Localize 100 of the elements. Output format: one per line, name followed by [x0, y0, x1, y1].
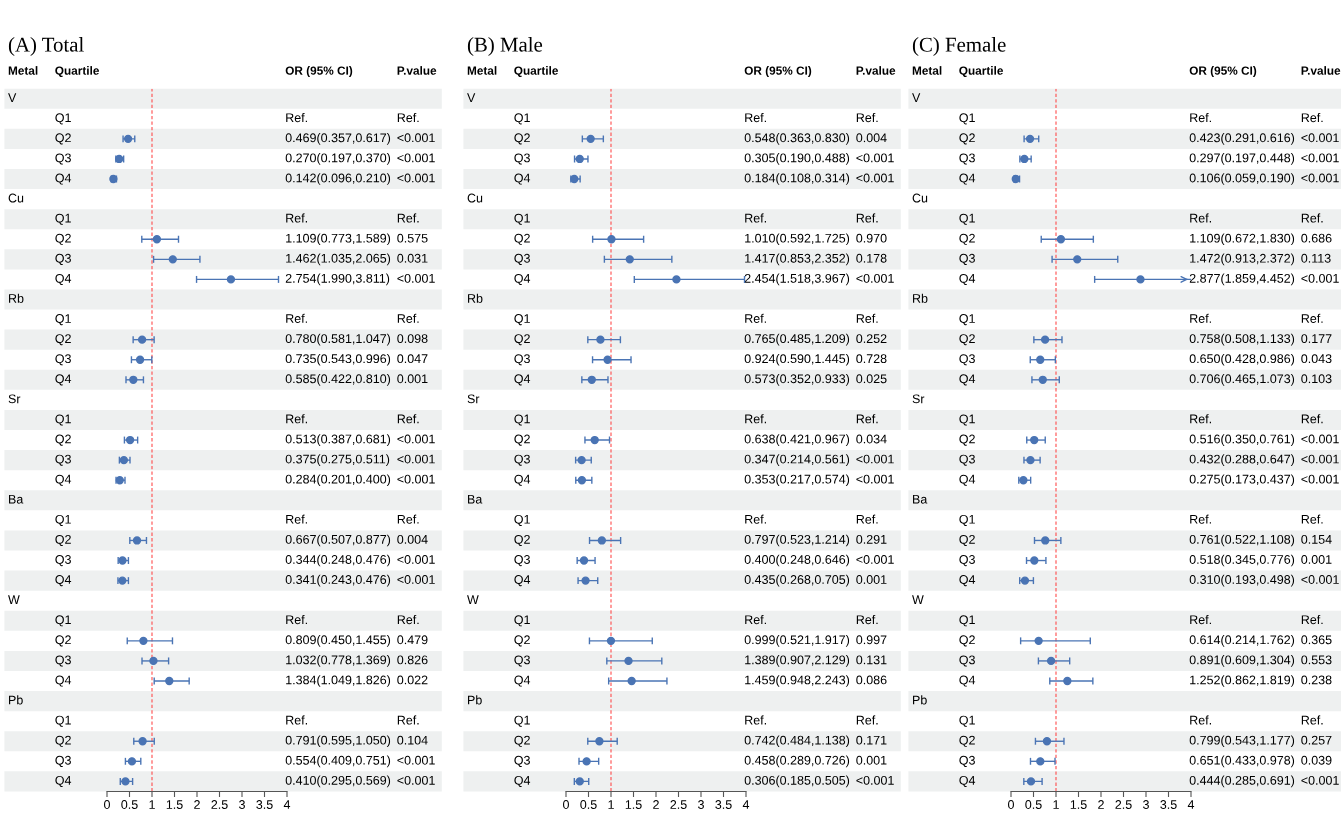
y-tick-label: Q1: [514, 715, 530, 727]
y2-tick-label: <0.001: [397, 133, 435, 143]
y2-tick-label: Ref.: [856, 313, 878, 323]
y-tick-label: Q4: [514, 374, 531, 386]
y-tick-label: Q1: [514, 314, 530, 326]
data-label: 0.614(0.214,1.762): [1189, 635, 1295, 647]
y2-tick-label: Ref.: [397, 414, 419, 424]
y2-tick-label: 0.131: [856, 655, 887, 665]
text: OR (95% CI): [744, 66, 812, 78]
x-tick-label: 0: [563, 800, 569, 809]
point: [135, 355, 145, 364]
data-label: 0.809(0.450,1.455): [285, 635, 391, 647]
data-label: 0.142(0.096,0.210): [285, 173, 391, 185]
point: [590, 435, 599, 445]
point: [1036, 757, 1045, 766]
y2-tick-label: <0.001: [1301, 273, 1339, 283]
y2-tick-label: 0.004: [856, 133, 887, 143]
y-tick-label: Q3: [514, 153, 530, 165]
point: [152, 235, 162, 244]
point: [1041, 536, 1050, 545]
x-tick-label: 2: [653, 800, 659, 809]
point: [575, 777, 584, 786]
y2-tick-label: 0.970: [856, 233, 887, 243]
y-tick-label: Q2: [959, 233, 975, 245]
x-tick-label: 1.5: [166, 800, 183, 809]
point: [137, 335, 147, 344]
y-tick-label: Q1: [959, 113, 975, 125]
data-label: 0.791(0.595,1.050): [285, 735, 391, 748]
x-tick-label: 3: [1143, 800, 1149, 809]
y2-tick-label: <0.001: [1301, 775, 1339, 785]
data-label: 0.742(0.484,1.138): [744, 735, 850, 748]
text: Ba: [913, 494, 928, 504]
y-tick-label: Q3: [55, 555, 71, 567]
y2-tick-label: Ref.: [1301, 614, 1323, 625]
data-label: 0.347(0.214,0.561): [744, 454, 850, 466]
y2-tick-label: <0.001: [397, 434, 435, 444]
y-tick-label: Q2: [55, 334, 71, 346]
y2-tick-label: 0.025: [856, 374, 887, 384]
y2-tick-label: <0.001: [856, 153, 894, 163]
y2-tick-label: <0.001: [397, 173, 435, 183]
text: Ba: [9, 494, 24, 504]
text: Pb: [468, 695, 482, 705]
y2-tick-label: Ref.: [1301, 213, 1323, 223]
point: [139, 636, 148, 646]
y2-tick-label: <0.001: [1301, 434, 1339, 444]
data-label: 2.454(1.518,3.967): [744, 273, 850, 286]
point: [1040, 335, 1050, 344]
text: Cu: [8, 193, 24, 203]
y2-tick-label: 0.001: [397, 374, 428, 384]
y2-tick-label: <0.001: [856, 775, 894, 785]
y2-tick-label: 0.001: [1301, 555, 1332, 564]
point: [1046, 656, 1056, 666]
y2-tick-label: <0.001: [856, 555, 894, 564]
text: V: [8, 93, 17, 102]
point: [597, 536, 607, 545]
y-tick-label: Q2: [514, 735, 530, 747]
y-tick-label: Q2: [55, 133, 71, 145]
y2-tick-label: <0.001: [397, 474, 435, 484]
data-label: 1.010(0.592,1.725): [745, 233, 850, 246]
text: P.value: [397, 66, 437, 75]
y2-tick-label: 0.826: [397, 655, 428, 665]
y-tick-label: Q3: [55, 755, 71, 767]
y-tick-label: Q3: [959, 755, 975, 767]
text: Metal: [8, 66, 38, 75]
y-tick-label: Q2: [959, 534, 975, 547]
point: [1034, 636, 1043, 646]
data-label: 1.472(0.913,2.372): [1190, 253, 1295, 266]
data-label: 0.638(0.421,0.967): [744, 434, 850, 446]
y2-tick-label: 0.365: [1301, 635, 1332, 645]
point: [1073, 255, 1082, 264]
y-tick-label: Q1: [514, 213, 530, 225]
y-tick-label: Q2: [514, 434, 530, 446]
y-tick-label: Q4: [959, 474, 976, 486]
data-label: 0.275(0.173,0.437): [1189, 474, 1295, 487]
point: [1030, 556, 1039, 565]
text: W: [467, 595, 479, 604]
text: Ref.: [745, 414, 766, 424]
y2-tick-label: 0.686: [1301, 233, 1332, 243]
data-label: 0.305(0.190,0.488): [744, 153, 850, 165]
y2-tick-label: 0.004: [397, 534, 428, 544]
point: [1042, 737, 1052, 746]
x-tick-label: 3.5: [1160, 800, 1177, 809]
x-tick-label: 3: [239, 800, 245, 809]
y2-tick-label: <0.001: [397, 454, 435, 464]
y-tick-label: Q2: [514, 334, 530, 346]
point: [127, 757, 137, 766]
y-tick-label: Q1: [55, 414, 71, 426]
y2-tick-label: 0.001: [856, 755, 887, 765]
text: Ref.: [745, 313, 766, 323]
y-tick-label: Q1: [55, 213, 71, 225]
data-label: 0.765(0.485,1.209): [744, 333, 850, 346]
y-tick-label: Q2: [514, 635, 530, 647]
text: Ref.: [1190, 112, 1211, 123]
y2-tick-label: Ref.: [1301, 112, 1323, 123]
y2-tick-label: 0.098: [397, 334, 428, 344]
x-tick-label: 0: [1008, 800, 1014, 809]
data-label: 0.513(0.387,0.681): [285, 434, 391, 446]
text: Ref.: [286, 514, 307, 524]
y-tick-label: Q1: [514, 514, 530, 526]
y2-tick-label: 0.997: [856, 635, 887, 645]
